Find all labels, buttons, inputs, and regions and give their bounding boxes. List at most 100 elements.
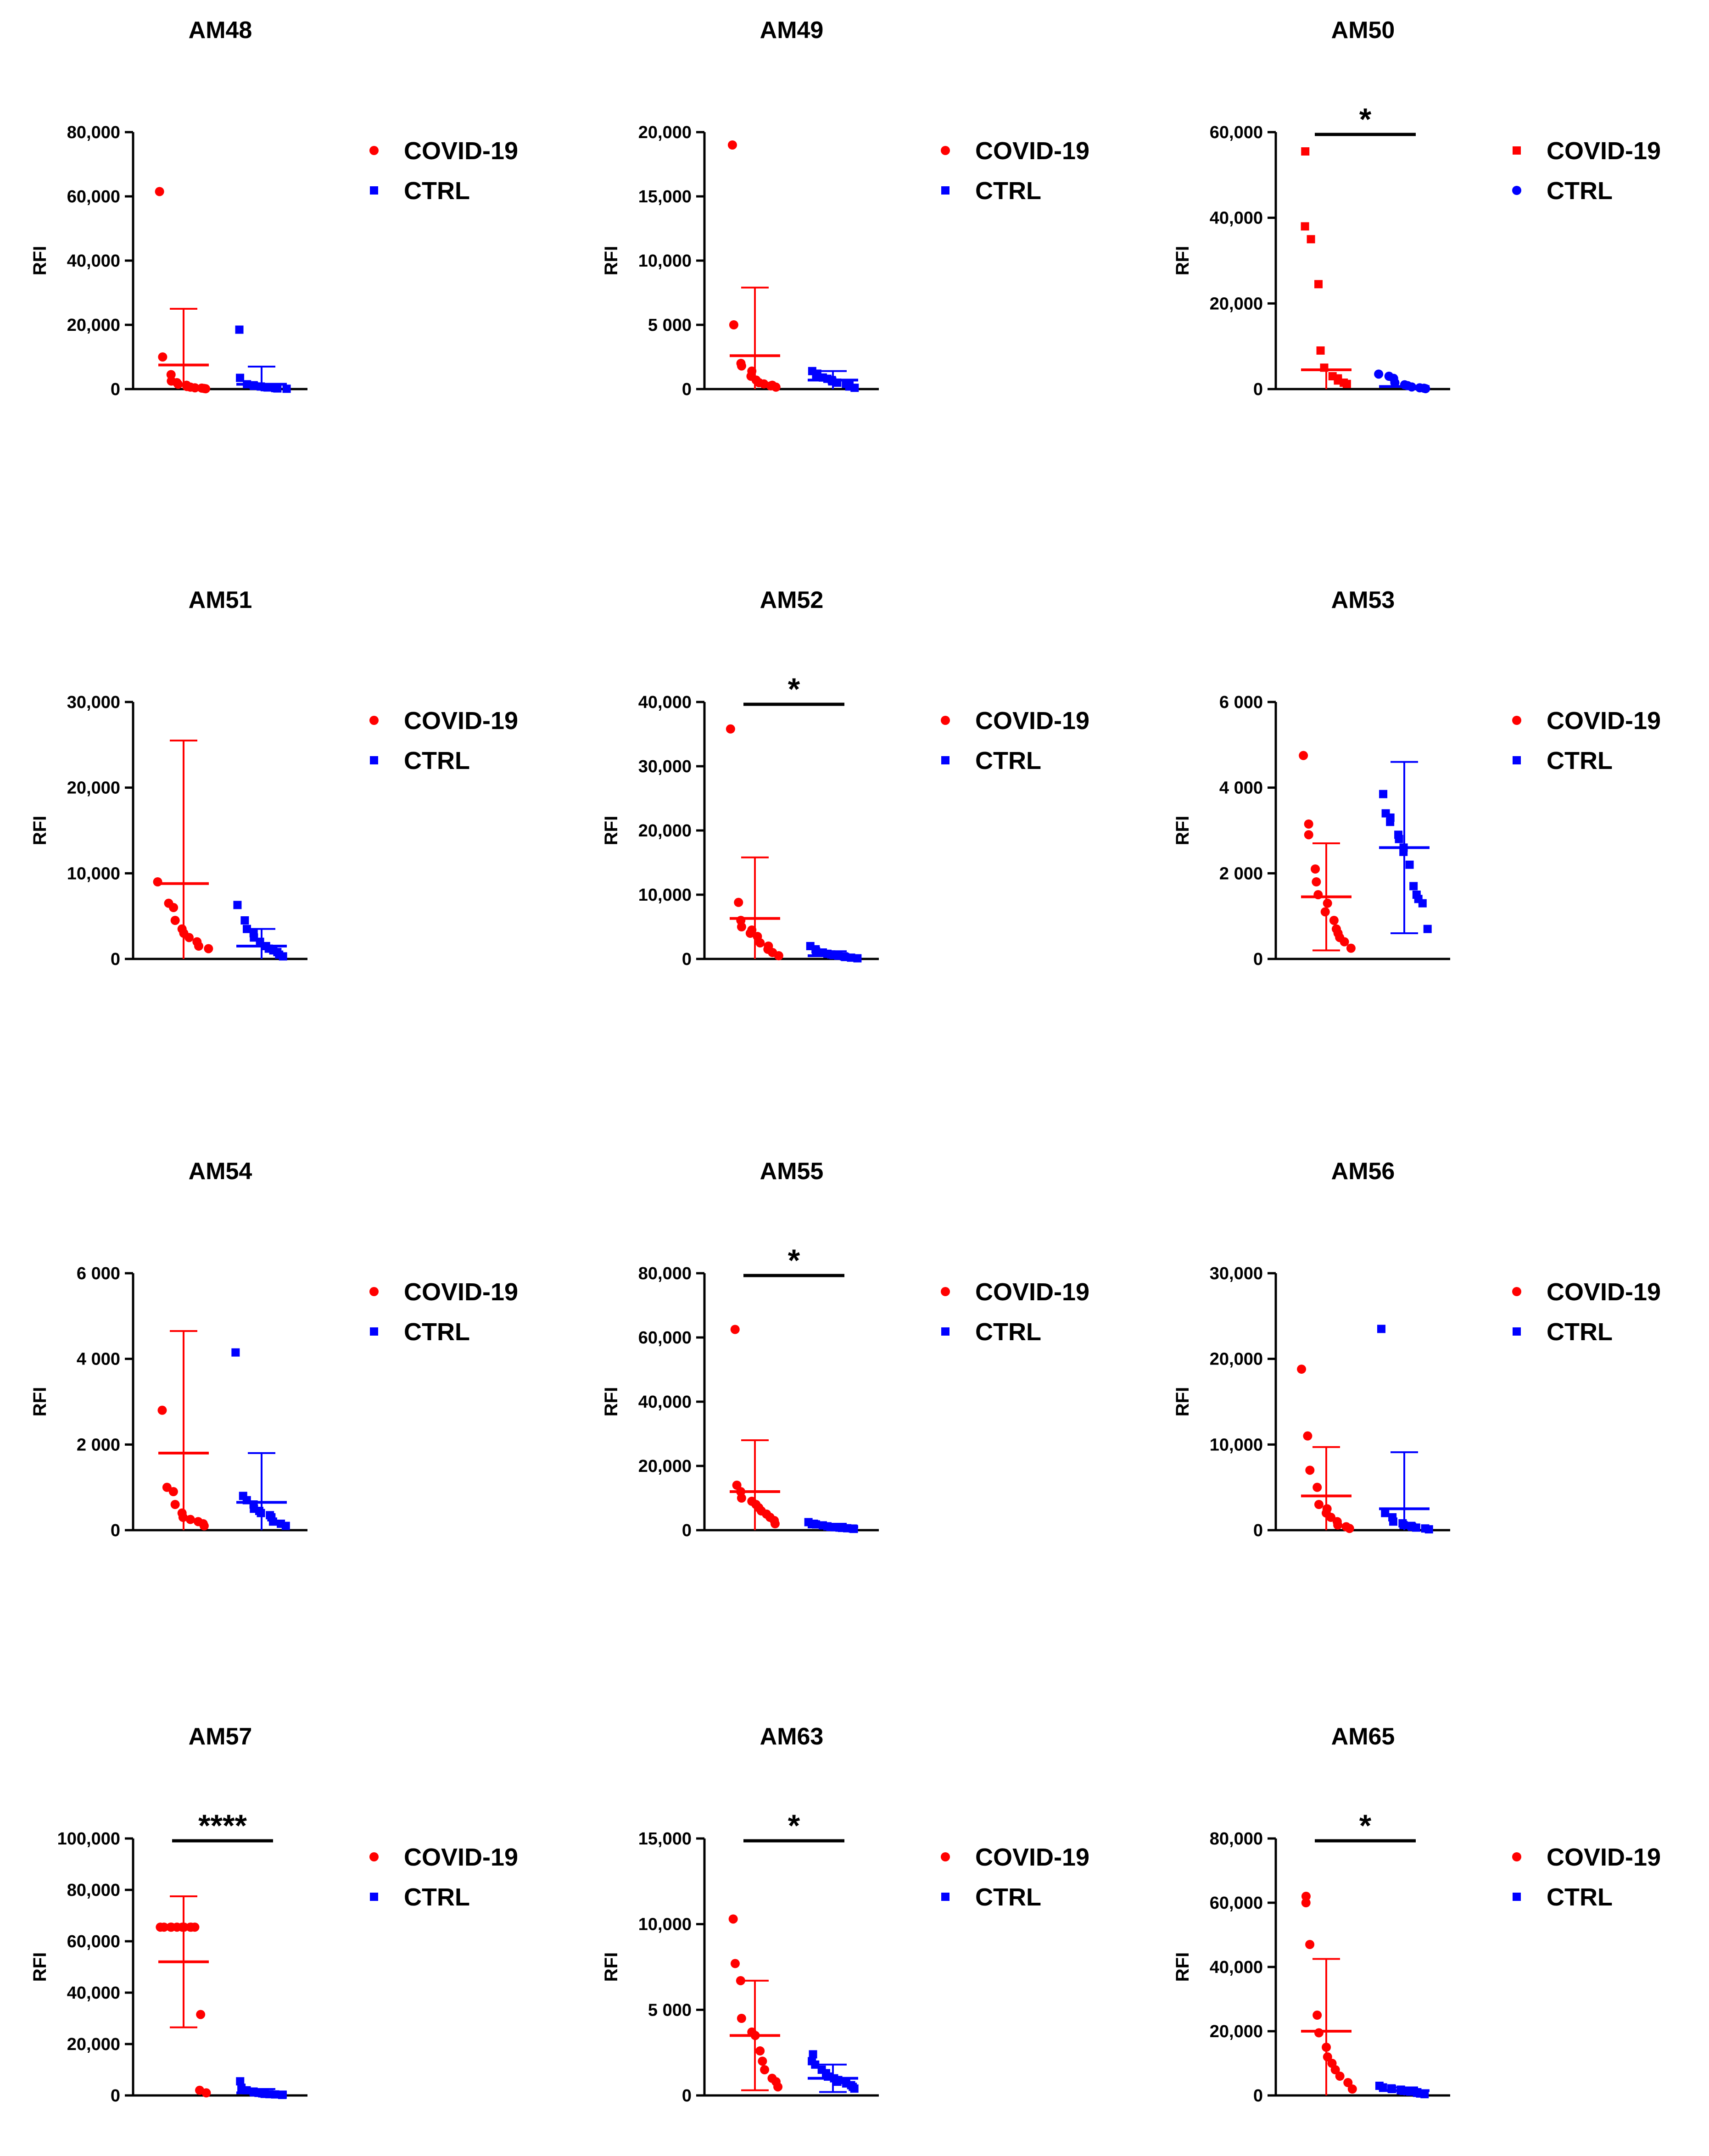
legend-marker-circle bbox=[1512, 716, 1521, 725]
y-tick-label: 20,000 bbox=[638, 123, 692, 142]
legend-label: CTRL bbox=[975, 1318, 1041, 1346]
y-tick-label: 0 bbox=[111, 2086, 120, 2106]
legend-label: COVID-19 bbox=[404, 137, 518, 165]
legend-marker-square bbox=[370, 1327, 378, 1336]
y-axis-label: RFI bbox=[601, 1952, 621, 1982]
data-point bbox=[1405, 860, 1414, 869]
y-tick-label: 60,000 bbox=[67, 1932, 120, 1951]
y-axis-label: RFI bbox=[1173, 1952, 1193, 1982]
y-tick-label: 15,000 bbox=[638, 1829, 692, 1849]
legend-marker-square bbox=[1513, 756, 1521, 764]
data-point bbox=[201, 384, 211, 394]
data-point bbox=[850, 384, 859, 392]
panel-am65: AM65 RFI 0 20,000 40,000 60,000 80,000 * COVID-1… bbox=[1173, 1723, 1661, 2106]
y-tick-label: 40,000 bbox=[67, 1983, 120, 2003]
y-tick-label: 0 bbox=[682, 950, 692, 969]
y-tick-label: 20,000 bbox=[1210, 1350, 1263, 1369]
data-point bbox=[1299, 751, 1308, 760]
y-tick-label: 30,000 bbox=[638, 757, 692, 776]
data-point bbox=[1330, 2065, 1340, 2074]
data-point bbox=[1379, 790, 1388, 798]
legend-marker-circle bbox=[369, 716, 379, 725]
data-point bbox=[745, 929, 755, 938]
data-point bbox=[812, 372, 821, 380]
y-tick-label: 20,000 bbox=[1210, 2022, 1263, 2041]
data-point bbox=[730, 1325, 740, 1334]
panel-am54: AM54 RFI 0 2 000 4 000 6 000 COVID-19 CTRL bbox=[30, 1158, 518, 1540]
data-point bbox=[1301, 1892, 1311, 1901]
chart-title: AM51 bbox=[189, 587, 252, 613]
y-tick-label: 30,000 bbox=[1210, 1264, 1263, 1283]
data-point bbox=[1381, 1509, 1390, 1517]
data-point bbox=[1301, 222, 1309, 231]
y-tick-label: 80,000 bbox=[67, 1881, 120, 1900]
legend-marker-circle bbox=[1512, 1287, 1521, 1296]
data-point bbox=[758, 2056, 767, 2066]
data-point bbox=[1304, 819, 1313, 829]
y-tick-label: 20,000 bbox=[67, 316, 120, 335]
data-point bbox=[240, 916, 249, 925]
data-point bbox=[190, 383, 200, 393]
series-ctrl bbox=[808, 367, 859, 392]
series-ctrl bbox=[233, 901, 287, 961]
y-tick-label: 2 000 bbox=[1219, 864, 1263, 883]
chart-title: AM65 bbox=[1331, 1723, 1395, 1750]
panel-am50: AM50 RFI 0 20,000 40,000 60,000 * COVID-19 CTRL bbox=[1173, 17, 1661, 399]
y-tick-label: 40,000 bbox=[638, 1393, 692, 1412]
chart-title: AM54 bbox=[189, 1158, 252, 1185]
legend-marker-circle bbox=[941, 146, 950, 155]
data-point bbox=[1297, 1365, 1307, 1374]
y-tick-label: 100,000 bbox=[57, 1829, 120, 1849]
data-point bbox=[190, 1922, 200, 1932]
y-axis-label: RFI bbox=[1173, 1387, 1193, 1416]
legend-label: CTRL bbox=[1547, 747, 1613, 774]
series-ctrl bbox=[808, 2050, 859, 2093]
panel-am56: AM56 RFI 0 10,000 20,000 30,000 COVID-19 CTRL bbox=[1173, 1158, 1661, 1540]
legend-label: CTRL bbox=[404, 747, 470, 774]
y-tick-label: 60,000 bbox=[67, 187, 120, 206]
significance-label: * bbox=[788, 1243, 800, 1278]
data-point bbox=[159, 1922, 169, 1932]
legend-label: CTRL bbox=[975, 1883, 1041, 1911]
data-point bbox=[1312, 877, 1321, 886]
panel-am49: AM49 RFI 0 5 000 10,000 15,000 20,000 COVID-19 C… bbox=[601, 17, 1089, 399]
panel-am52: AM52 RFI 0 10,000 20,000 30,000 40,000 * COVID-1… bbox=[601, 587, 1089, 969]
y-tick-label: 80,000 bbox=[67, 123, 120, 142]
legend-marker-square bbox=[941, 1327, 949, 1336]
data-point bbox=[1314, 1500, 1324, 1509]
y-tick-label: 6 000 bbox=[1219, 693, 1263, 712]
y-tick-label: 80,000 bbox=[638, 1264, 692, 1283]
y-axis-label: RFI bbox=[1173, 816, 1193, 845]
series-ctrl bbox=[1374, 369, 1430, 394]
legend-label: COVID-19 bbox=[1547, 1844, 1661, 1871]
legend-marker-circle bbox=[1512, 186, 1521, 195]
legend-marker-circle bbox=[369, 1287, 379, 1296]
y-tick-label: 40,000 bbox=[1210, 209, 1263, 228]
series-ctrl bbox=[1375, 2082, 1430, 2099]
legend-label: COVID-19 bbox=[1547, 707, 1661, 735]
y-tick-label: 10,000 bbox=[638, 1915, 692, 1934]
series-covid bbox=[153, 740, 213, 959]
data-point bbox=[1423, 925, 1432, 933]
data-point bbox=[1343, 2078, 1353, 2087]
chart-title: AM63 bbox=[760, 1723, 824, 1750]
data-point bbox=[1316, 346, 1325, 355]
legend-label: COVID-19 bbox=[404, 707, 518, 735]
series-ctrl bbox=[236, 2077, 287, 2099]
y-tick-label: 10,000 bbox=[1210, 1435, 1263, 1454]
significance-label: **** bbox=[198, 1808, 247, 1843]
data-point bbox=[1342, 379, 1351, 388]
legend-label: COVID-19 bbox=[1547, 137, 1661, 165]
data-point bbox=[737, 922, 746, 931]
y-tick-label: 0 bbox=[111, 380, 120, 399]
legend-marker-square bbox=[1513, 1893, 1521, 1901]
data-point bbox=[760, 2065, 770, 2074]
data-point bbox=[235, 325, 244, 334]
y-axis-label: RFI bbox=[601, 816, 621, 845]
data-point bbox=[204, 944, 213, 953]
legend-label: COVID-19 bbox=[975, 137, 1089, 165]
y-tick-label: 20,000 bbox=[1210, 294, 1263, 313]
y-tick-label: 10,000 bbox=[638, 886, 692, 905]
data-point bbox=[755, 2046, 765, 2056]
